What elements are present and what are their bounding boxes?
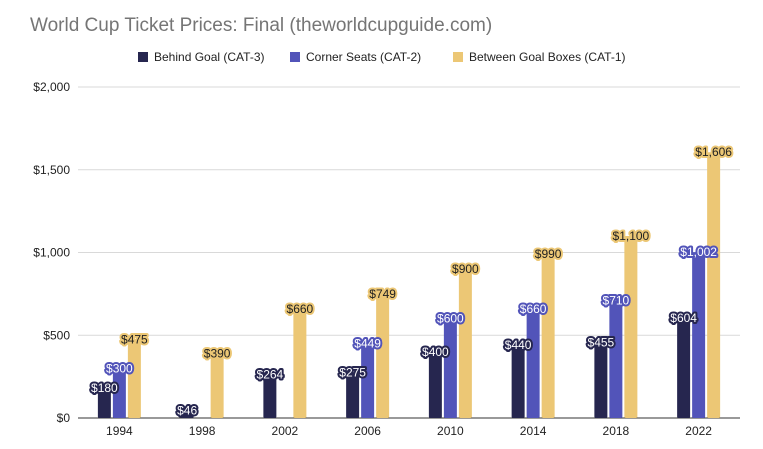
bar [443, 318, 457, 418]
bar [692, 252, 706, 418]
bar [526, 308, 540, 418]
legend-swatch [290, 52, 300, 62]
bar [428, 351, 442, 418]
bar [624, 235, 638, 418]
data-label: $449 [354, 337, 381, 351]
bar [361, 343, 375, 418]
x-tick-label: 2010 [437, 424, 464, 438]
gridlines [78, 86, 740, 419]
bar [707, 152, 721, 418]
data-label: $400 [422, 345, 449, 359]
data-label: $46 [177, 403, 197, 417]
legend-label: Corner Seats (CAT-2) [306, 50, 421, 64]
data-label: $1,002 [680, 245, 717, 259]
data-label: $604 [670, 311, 697, 325]
y-tick-label: $500 [43, 328, 70, 342]
chart-title: World Cup Ticket Prices: Final (theworld… [30, 15, 492, 36]
bar [210, 353, 224, 418]
y-tick-label: $2,000 [33, 80, 70, 94]
data-label: $600 [437, 312, 464, 326]
x-tick-label: 1994 [106, 424, 133, 438]
legend-swatch [138, 52, 148, 62]
bar [346, 372, 360, 418]
x-tick-label: 2018 [603, 424, 630, 438]
legend-label: Behind Goal (CAT-3) [154, 50, 265, 64]
bar [609, 300, 623, 418]
data-label: $1,100 [613, 229, 650, 243]
x-tick-label: 1998 [189, 424, 216, 438]
data-label: $475 [121, 332, 148, 346]
bar [677, 318, 691, 418]
x-axis: 1994 1998 2002 2006 2010 2014 2018 2022 [106, 424, 712, 438]
bar [97, 388, 111, 418]
data-label: $180 [91, 381, 118, 395]
y-tick-label: $1,500 [33, 163, 70, 177]
data-label: $440 [505, 338, 532, 352]
bar [127, 339, 141, 418]
data-label: $710 [603, 293, 630, 307]
data-label: $455 [588, 336, 615, 350]
bar [263, 374, 277, 418]
legend-label: Between Goal Boxes (CAT-1) [469, 50, 626, 64]
data-label: $264 [257, 367, 284, 381]
x-tick-label: 2006 [354, 424, 381, 438]
bar [293, 308, 307, 418]
bar [594, 342, 608, 418]
bar [376, 294, 390, 418]
data-label: $1,606 [695, 145, 732, 159]
x-tick-label: 2002 [272, 424, 299, 438]
y-tick-label: $1,000 [33, 246, 70, 260]
y-tick-label: $0 [57, 411, 71, 425]
data-label: $990 [535, 247, 562, 261]
data-label: $900 [452, 262, 479, 276]
bars [97, 152, 721, 418]
legend-swatch [453, 52, 463, 62]
data-label: $390 [204, 346, 231, 360]
bar [112, 368, 126, 418]
data-labels: $180 $300 $475 $46 $390 $264 $660 $275 $449 $749 $… [89, 143, 734, 419]
data-label: $749 [369, 287, 396, 301]
data-label: $300 [106, 361, 133, 375]
y-axis: $0 $500 $1,000 $1,500 $2,000 [33, 80, 70, 425]
legend: Behind Goal (CAT-3) Corner Seats (CAT-2) B… [138, 50, 626, 64]
x-tick-label: 2014 [520, 424, 547, 438]
bar [511, 345, 525, 418]
bar [458, 269, 472, 418]
x-tick-label: 2022 [685, 424, 712, 438]
data-label: $275 [339, 365, 366, 379]
bar [541, 254, 555, 418]
bar [180, 410, 194, 418]
data-label: $660 [520, 302, 547, 316]
data-label: $660 [287, 302, 314, 316]
